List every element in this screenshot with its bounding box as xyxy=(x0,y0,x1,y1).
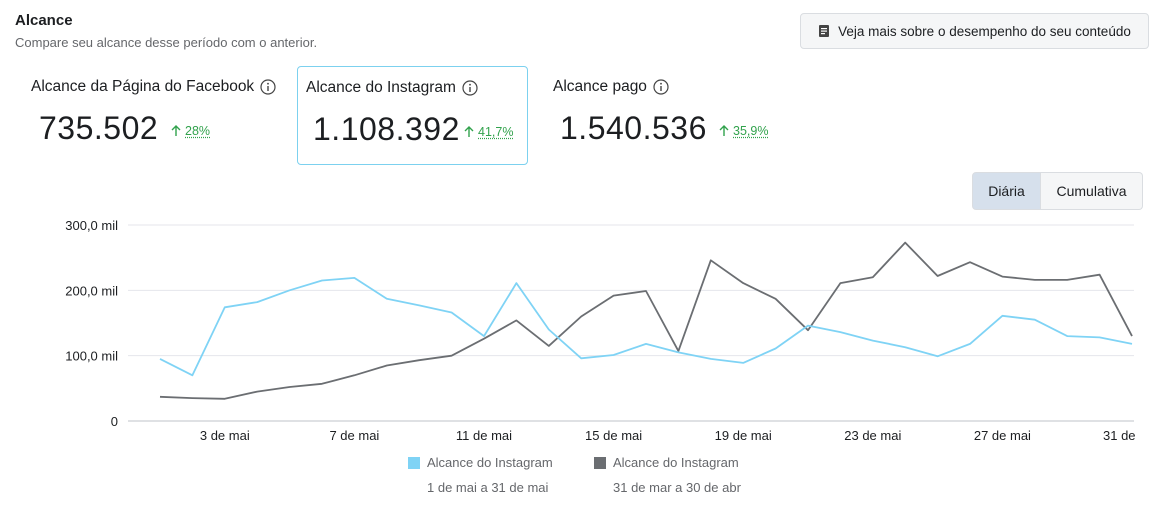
arrow-up-icon xyxy=(171,125,181,136)
legend-swatch-previous xyxy=(594,457,606,469)
y-tick-label: 200,0 mil xyxy=(65,283,118,298)
y-tick-label: 0 xyxy=(111,414,118,429)
metric-card-instagram-reach[interactable]: Alcance do Instagram 1.108.392 41,7% xyxy=(297,66,528,165)
x-tick-label: 19 de mai xyxy=(715,428,772,443)
x-tick-label: 27 de mai xyxy=(974,428,1031,443)
legend-series-range: 1 de mai a 31 de mai xyxy=(427,480,549,495)
metric-change: 28% xyxy=(171,124,210,138)
metric-label: Alcance pago xyxy=(553,78,669,96)
view-mode-toggle: Diária Cumulativa xyxy=(972,172,1143,210)
metric-change: 35,9% xyxy=(719,124,768,138)
y-tick-label: 300,0 mil xyxy=(65,218,118,233)
arrow-up-icon xyxy=(719,125,729,136)
metric-label: Alcance da Página do Facebook xyxy=(31,78,276,96)
arrow-up-icon xyxy=(464,126,474,137)
daily-toggle-button[interactable]: Diária xyxy=(972,172,1041,210)
metric-card-facebook-reach[interactable]: Alcance da Página do Facebook 735.502 28… xyxy=(15,66,290,165)
metric-card-paid-reach[interactable]: Alcance pago 1.540.536 35,9% xyxy=(537,66,797,165)
info-icon[interactable] xyxy=(260,79,276,95)
info-icon[interactable] xyxy=(462,80,478,96)
metric-change: 41,7% xyxy=(464,125,513,139)
cumulative-toggle-button[interactable]: Cumulativa xyxy=(1041,172,1143,210)
x-tick-label: 15 de mai xyxy=(585,428,642,443)
x-tick-label: 11 de mai xyxy=(456,428,512,443)
view-more-performance-button[interactable]: Veja mais sobre o desempenho do seu cont… xyxy=(800,13,1149,49)
metric-value: 1.108.392 xyxy=(313,111,460,147)
metric-label: Alcance do Instagram xyxy=(306,79,478,97)
section-subtitle: Compare seu alcance desse período com o … xyxy=(15,35,318,50)
legend-series-name: Alcance do Instagram xyxy=(427,455,553,470)
series-line-previous xyxy=(159,241,1133,400)
section-title: Alcance xyxy=(15,12,73,29)
series-line-current xyxy=(159,276,1133,377)
metric-value: 1.540.536 xyxy=(560,110,707,146)
legend-series-range: 31 de mar a 30 de abr xyxy=(613,480,741,495)
x-tick-label: 31 de xyxy=(1103,428,1136,443)
x-tick-label: 23 de mai xyxy=(844,428,901,443)
metric-value: 735.502 xyxy=(39,110,159,146)
legend-swatch-current xyxy=(408,457,420,469)
legend-series-name: Alcance do Instagram xyxy=(613,455,739,470)
info-icon[interactable] xyxy=(653,79,669,95)
book-icon xyxy=(819,25,830,37)
x-tick-label: 7 de mai xyxy=(329,428,379,443)
y-tick-label: 100,0 mil xyxy=(65,349,118,364)
x-tick-label: 3 de mai xyxy=(200,428,250,443)
view-more-label: Veja mais sobre o desempenho do seu cont… xyxy=(838,23,1131,39)
